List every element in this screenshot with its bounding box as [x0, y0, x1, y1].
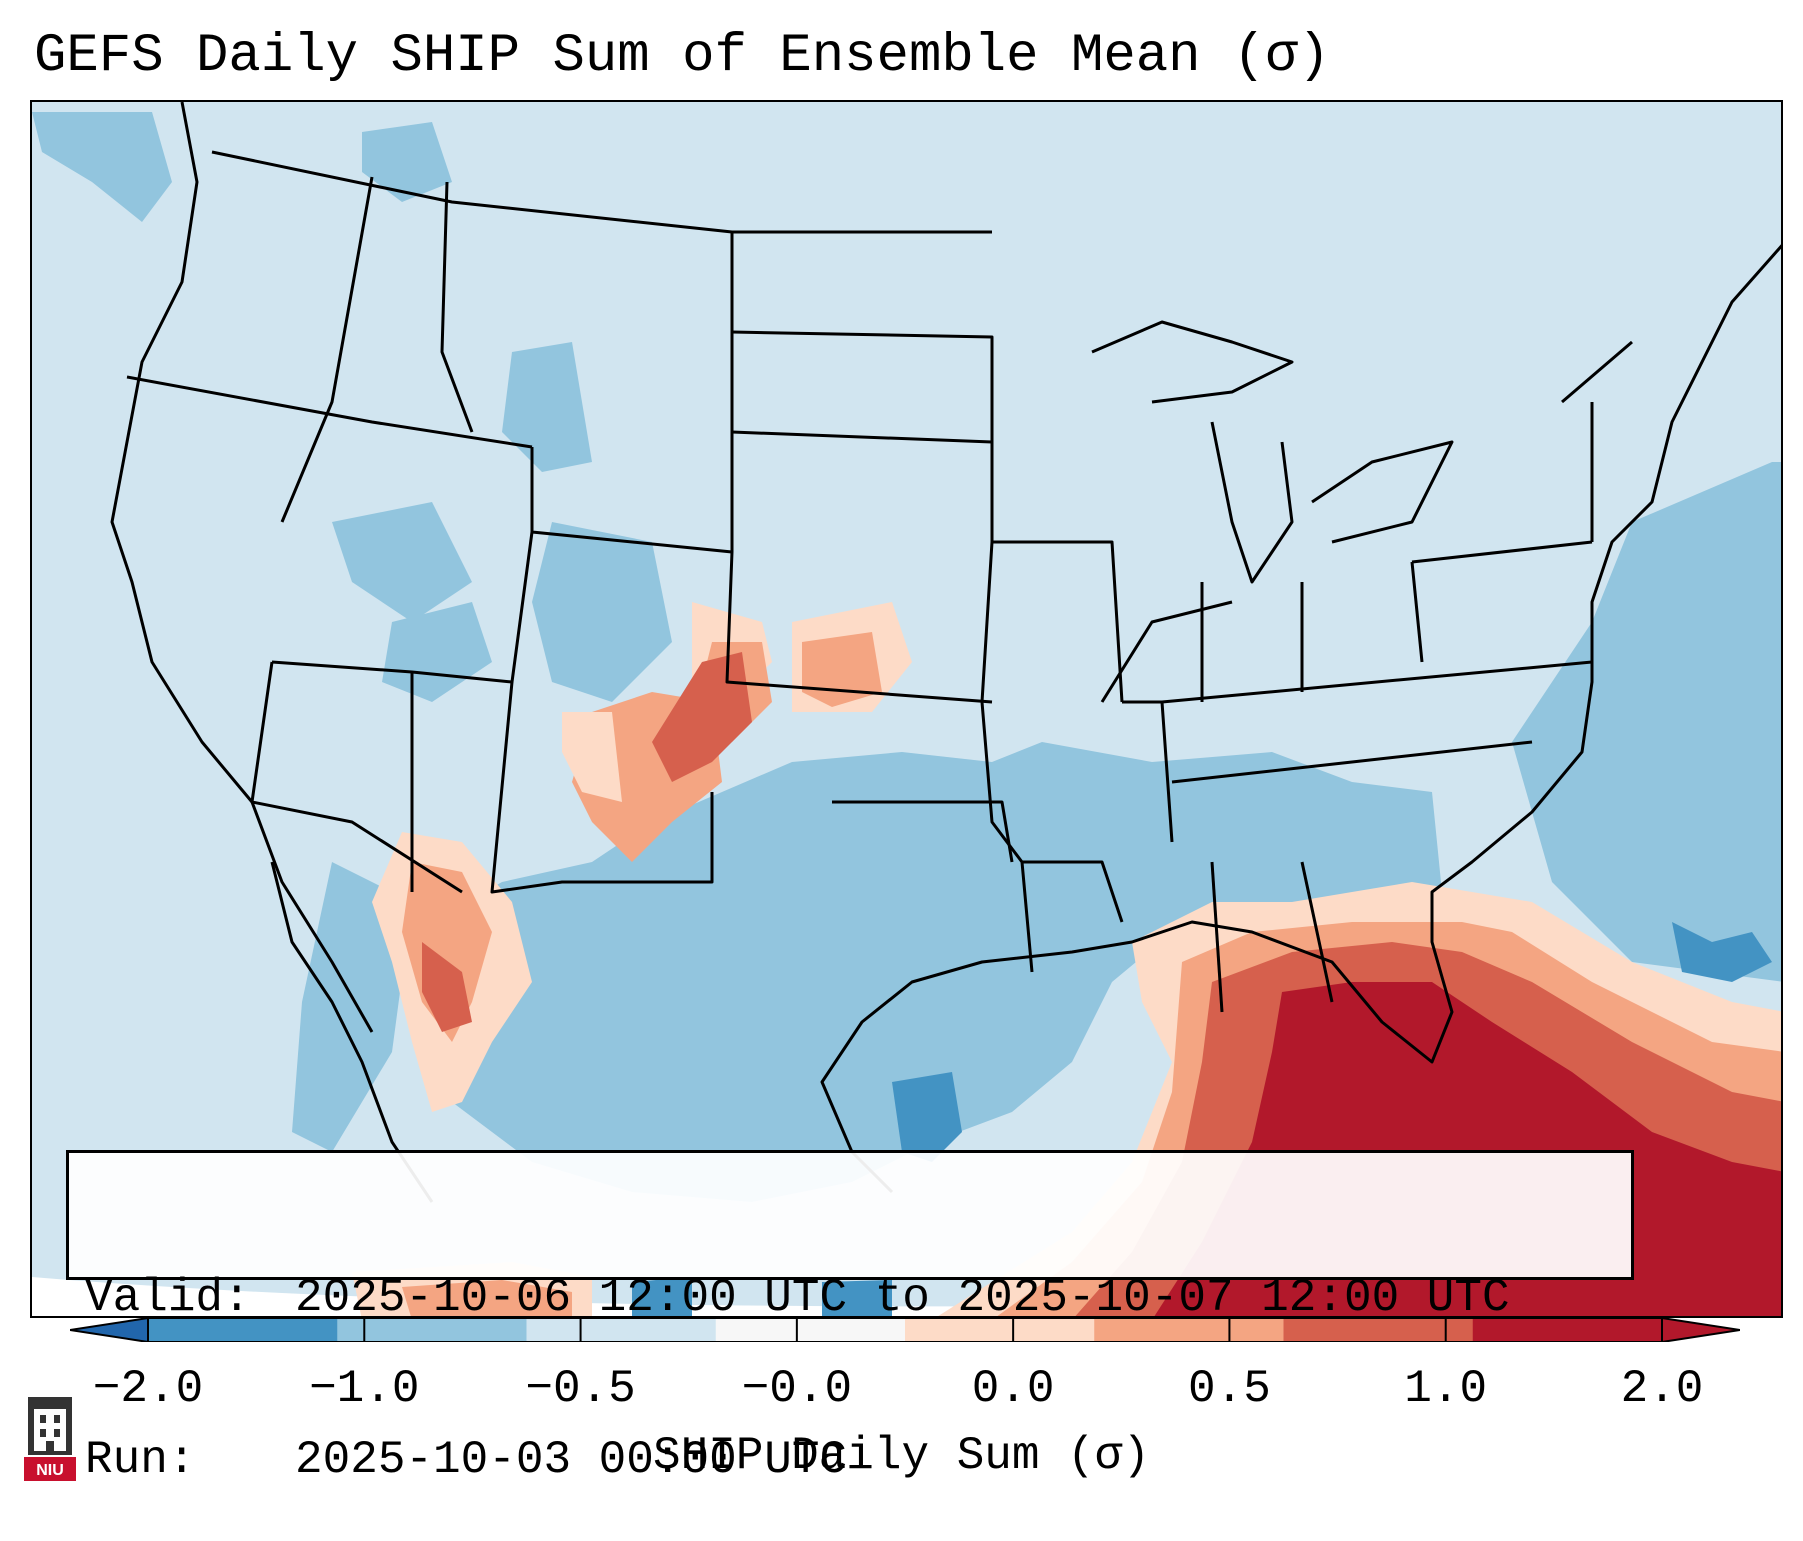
chart-title: GEFS Daily SHIP Sum of Ensemble Mean (σ): [34, 26, 1331, 87]
state-borders: [110, 102, 1781, 1203]
colorbar-segment: [1094, 1318, 1284, 1342]
colorbar-label: SHIP Daily Sum (σ): [653, 1430, 1150, 1482]
conus-map-icon: [32, 102, 1781, 1316]
run-row: Run: 2025-10-03 00:00 UTC: [85, 1433, 1615, 1487]
colorbar-tick-label: 1.0: [1404, 1363, 1488, 1415]
colorbar-tick-label: −2.0: [92, 1363, 204, 1415]
valid-info-box: Valid: 2025-10-06 12:00 UTC to 2025-10-0…: [66, 1150, 1634, 1486]
colorbar-segment: [715, 1318, 906, 1342]
map-panel: [30, 100, 1783, 1318]
colorbar-segment: [1472, 1318, 1663, 1342]
run-label: Run:: [85, 1434, 196, 1486]
colorbar-extend-high: [1662, 1318, 1740, 1342]
niu-tower-logo-icon: NIU: [24, 1397, 76, 1481]
colorbar-extend-low: [70, 1318, 148, 1342]
run-value: 2025-10-03 00:00 UTC: [295, 1434, 848, 1486]
colorbar: [70, 1318, 1740, 1342]
colorbar-tick-label: −1.0: [309, 1363, 420, 1415]
colorbar-segment: [905, 1318, 1095, 1342]
colorbar-tick-label: 0.0: [971, 1363, 1055, 1415]
valid-value: 2025-10-06 12:00 UTC to 2025-10-07 12:00…: [295, 1272, 1510, 1324]
anomaly-field: [32, 112, 1781, 1316]
colorbar-segment: [1283, 1318, 1474, 1342]
logo-text: NIU: [36, 1462, 64, 1479]
valid-row: Valid: 2025-10-06 12:00 UTC to 2025-10-0…: [85, 1271, 1615, 1325]
colorbar-tick-label: −0.5: [525, 1363, 636, 1415]
colorbar-tick-label: −0.0: [741, 1363, 853, 1415]
colorbar-segment: [148, 1318, 338, 1342]
colorbar-tick-label: 2.0: [1620, 1363, 1704, 1415]
colorbar-segment: [526, 1318, 717, 1342]
colorbar-segment: [337, 1318, 527, 1342]
colorbar-tick-label: 0.5: [1188, 1363, 1271, 1415]
valid-label: Valid:: [85, 1272, 251, 1324]
